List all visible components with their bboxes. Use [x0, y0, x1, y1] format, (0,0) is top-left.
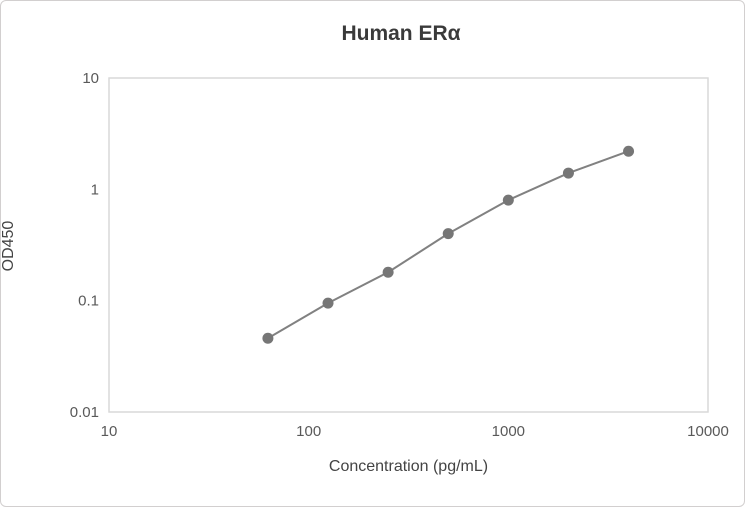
data-point-marker [262, 332, 274, 344]
data-point-marker [562, 167, 574, 179]
y-tick-label: 1 [91, 181, 99, 198]
y-tick-label: 0.01 [70, 404, 99, 421]
plot-border [108, 77, 709, 413]
y-tick-label: 0.1 [78, 293, 99, 310]
data-point-marker [623, 145, 635, 157]
x-tick-label: 10 [101, 423, 118, 440]
series-line [266, 150, 630, 340]
x-axis-title: Concentration (pg/mL) [328, 458, 489, 475]
x-tick-label: 100 [296, 423, 321, 440]
y-tick-label: 10 [82, 70, 99, 87]
data-point-marker [502, 194, 514, 206]
x-tick-label: 10000 [687, 423, 729, 440]
x-tick-label: 1000 [492, 423, 525, 440]
data-point-marker [322, 297, 334, 309]
chart-title: Human ERα [341, 22, 461, 45]
data-point-marker [382, 266, 394, 278]
data-point-marker [442, 228, 454, 240]
